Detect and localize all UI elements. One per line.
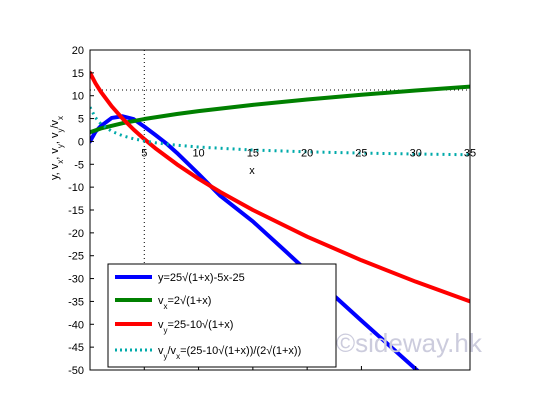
y-tick-label: -25 — [68, 251, 84, 263]
x-tick-labels: 5 10 15 20 25 30 35 — [141, 147, 476, 159]
x-tick-label: 5 — [141, 147, 147, 159]
y-tick-label: -35 — [68, 296, 84, 308]
x-tick-label: 15 — [247, 147, 259, 159]
series-vx-line — [90, 84, 470, 135]
x-axis-title: x — [249, 165, 255, 177]
legend-label-vy: vy=25-10√(1+x) — [158, 319, 233, 335]
y-tick-label: -20 — [68, 228, 84, 240]
x-tick-label: 30 — [410, 147, 422, 159]
series-vy-line — [90, 70, 470, 304]
y-tick-label: -30 — [68, 274, 84, 286]
y-tick-label: -50 — [68, 365, 84, 377]
y-tick-label: 15 — [72, 68, 84, 80]
legend-label-ratio: vy/vx=(25-10√(1+x))/(2√(1+x)) — [158, 345, 301, 361]
y-tick-label: -40 — [68, 319, 84, 331]
legend: y=25√(1+x)-5x-25 vx=2√(1+x) vy=25-10√(1+… — [107, 263, 337, 368]
x-tick-label: 25 — [355, 147, 367, 159]
y-tick-label: -5 — [74, 159, 84, 171]
series-ratio-line — [90, 106, 470, 157]
y-tick-labels: 20 15 10 5 0 -5 -10 -15 -20 -25 -30 -35 -40 -45 -50 — [68, 45, 84, 377]
watermark: ©sideway.hk — [336, 328, 483, 358]
y-tick-label: 10 — [72, 91, 84, 103]
legend-label-y: y=25√(1+x)-5x-25 — [158, 272, 245, 284]
legend-label-vx: vx=2√(1+x) — [158, 295, 211, 311]
y-tick-label: 5 — [78, 114, 84, 126]
y-axis-title: y, vx, vy, vy/vx — [49, 116, 65, 180]
x-tick-label: 10 — [192, 147, 204, 159]
y-tick-label: 20 — [72, 45, 84, 57]
y-tick-label: -45 — [68, 342, 84, 354]
y-tick-label: 0 — [78, 136, 84, 148]
x-tick-label: 35 — [464, 147, 476, 159]
x-tick-label: 20 — [301, 147, 313, 159]
y-tick-label: -10 — [68, 182, 84, 194]
y-tick-label: -15 — [68, 205, 84, 217]
svg-text:y, vx, vy, vy/vx: y, vx, vy, vy/vx — [49, 116, 65, 180]
